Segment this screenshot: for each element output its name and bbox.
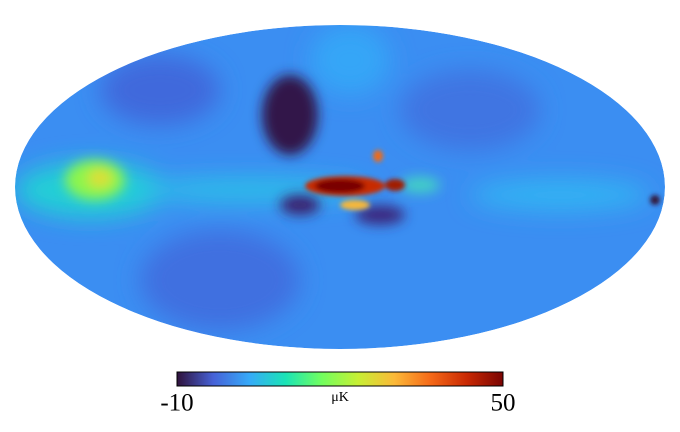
colorbar-tick-label: 50 bbox=[491, 390, 516, 417]
colorbar-label: μK bbox=[331, 390, 349, 405]
colorbar-tick-label: -10 bbox=[160, 390, 193, 417]
colorbar bbox=[176, 371, 504, 387]
sky-map bbox=[15, 25, 665, 349]
